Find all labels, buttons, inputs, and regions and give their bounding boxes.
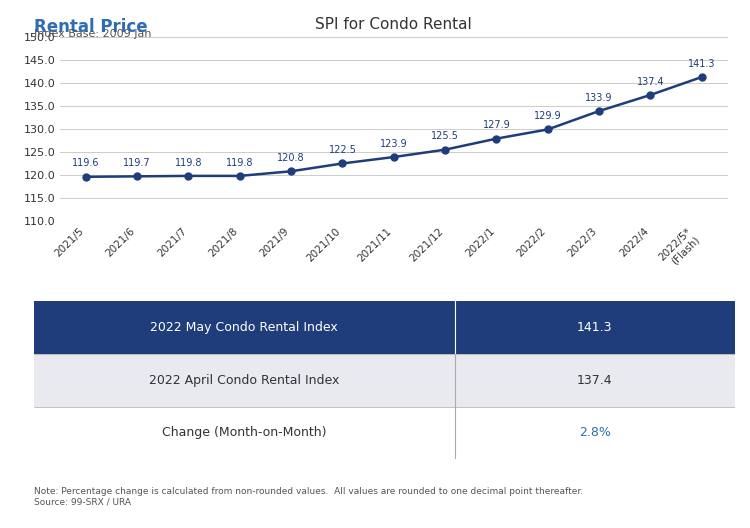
Text: 127.9: 127.9 — [482, 120, 510, 130]
Text: 137.4: 137.4 — [637, 77, 664, 87]
Text: 120.8: 120.8 — [278, 153, 304, 163]
Text: 119.8: 119.8 — [226, 157, 254, 167]
Text: Change (Month-on-Month): Change (Month-on-Month) — [162, 427, 326, 439]
Text: 125.5: 125.5 — [431, 131, 459, 142]
Text: 119.7: 119.7 — [123, 158, 151, 168]
Text: 2022 May Condo Rental Index: 2022 May Condo Rental Index — [150, 321, 338, 334]
Text: 133.9: 133.9 — [586, 93, 613, 102]
Text: 119.6: 119.6 — [72, 158, 100, 168]
Text: Index Base: 2009 Jan: Index Base: 2009 Jan — [34, 29, 152, 39]
Text: 129.9: 129.9 — [534, 111, 562, 121]
Text: 137.4: 137.4 — [577, 374, 613, 386]
Text: Note: Percentage change is calculated from non-rounded values.  All values are r: Note: Percentage change is calculated fr… — [34, 487, 583, 507]
Text: 141.3: 141.3 — [577, 321, 613, 334]
FancyBboxPatch shape — [34, 354, 735, 407]
FancyBboxPatch shape — [34, 301, 735, 354]
Text: 122.5: 122.5 — [328, 145, 356, 155]
Text: 119.8: 119.8 — [175, 157, 202, 167]
Text: 141.3: 141.3 — [688, 59, 716, 69]
FancyBboxPatch shape — [34, 407, 735, 459]
Text: 2.8%: 2.8% — [579, 427, 610, 439]
Text: 123.9: 123.9 — [380, 139, 407, 149]
Title: SPI for Condo Rental: SPI for Condo Rental — [315, 16, 472, 32]
Text: 2022 April Condo Rental Index: 2022 April Condo Rental Index — [149, 374, 339, 386]
Text: Rental Price: Rental Price — [34, 18, 147, 36]
